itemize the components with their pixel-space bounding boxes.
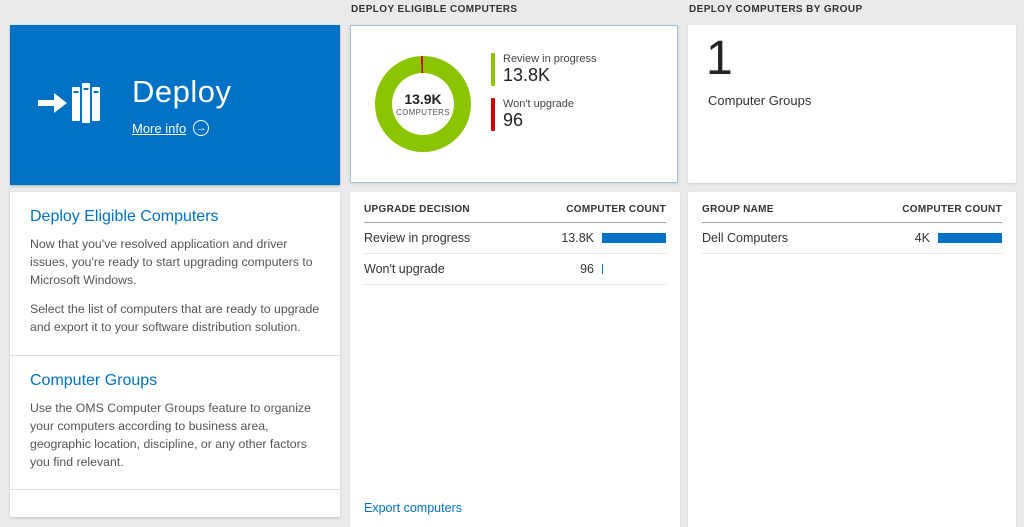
column-header-computer-count: COMPUTER COUNT — [902, 204, 1002, 215]
table-header-row: GROUP NAME COMPUTER COUNT — [702, 192, 1002, 223]
section-computer-groups: Computer Groups Use the OMS Computer Gro… — [10, 356, 340, 491]
computer-groups-label: Computer Groups — [708, 93, 812, 108]
groups-table: GROUP NAME COMPUTER COUNT Dell Computers… — [688, 192, 1016, 254]
column-header-group-name: GROUP NAME — [702, 204, 774, 215]
count-bar-track — [602, 264, 666, 274]
section-paragraph: Now that you've resolved application and… — [30, 237, 313, 287]
upgrade-decision-panel: UPGRADE DECISION COMPUTER COUNT Review i… — [350, 192, 680, 527]
legend-label: Won't upgrade — [503, 98, 575, 110]
count-bar-track — [938, 233, 1002, 243]
legend-value: 13.8K — [503, 65, 551, 85]
row-value: 4K — [914, 231, 930, 245]
more-info-label: More info — [132, 120, 187, 136]
table-row[interactable]: Dell Computers 4K — [702, 223, 1002, 254]
donut-center-value: 13.9K — [404, 91, 442, 107]
legend-color-tick — [491, 53, 495, 86]
table-header-row: UPGRADE DECISION COMPUTER COUNT — [364, 192, 666, 223]
table-row[interactable]: Won't upgrade 96 — [364, 254, 666, 285]
section-paragraph: Use the OMS Computer Groups feature to o… — [30, 401, 311, 469]
computer-groups-card[interactable]: 1 Computer Groups — [688, 25, 1016, 183]
tile-title: Deploy — [132, 74, 232, 109]
legend-item-review-in-progress: Review in progress 13.8K — [491, 53, 597, 86]
donut-legend: Review in progress 13.8K Won't upgrade 9… — [491, 53, 597, 131]
section-deploy-eligible-computers: Deploy Eligible Computers Now that you'v… — [10, 192, 340, 357]
export-computers-link[interactable]: Export computers — [364, 501, 462, 515]
count-bar-track — [602, 233, 666, 243]
deploy-books-arrow-icon — [36, 79, 106, 132]
row-value: 96 — [580, 262, 594, 276]
row-label: Review in progress — [364, 231, 471, 245]
column-header-upgrade-decision: UPGRADE DECISION — [364, 204, 470, 215]
row-label: Won't upgrade — [364, 262, 445, 276]
row-value: 13.8K — [561, 231, 594, 245]
more-info-link[interactable]: More info → — [132, 120, 232, 136]
arrow-right-circle-icon: → — [193, 120, 210, 136]
computer-groups-count: 1 — [706, 32, 733, 85]
eligible-computers-card[interactable]: 13.9K COMPUTERS Review in progress 13.8K… — [350, 25, 678, 183]
upgrade-decision-table: UPGRADE DECISION COMPUTER COUNT Review i… — [350, 192, 680, 285]
count-bar — [602, 264, 604, 274]
legend-color-tick — [491, 98, 495, 131]
right-column-header: DEPLOY COMPUTERS BY GROUP — [689, 4, 863, 15]
legend-text: Won't upgrade 96 — [503, 98, 574, 131]
section-heading: Deploy Eligible Computers — [30, 208, 219, 225]
donut-center-label: COMPUTERS — [396, 108, 450, 117]
legend-label: Review in progress — [503, 53, 597, 65]
legend-item-wont-upgrade: Won't upgrade 96 — [491, 98, 597, 131]
table-row[interactable]: Review in progress 13.8K — [364, 223, 666, 254]
description-panel: Deploy Eligible Computers Now that you'v… — [10, 192, 340, 517]
middle-column-header: DEPLOY ELIGIBLE COMPUTERS — [351, 4, 518, 15]
donut-chart: 13.9K COMPUTERS — [375, 56, 471, 152]
count-bar — [938, 233, 1002, 243]
donut-center: 13.9K COMPUTERS — [392, 73, 454, 135]
section-heading: Computer Groups — [30, 372, 158, 390]
tile-text: Deploy More info → — [132, 74, 232, 136]
legend-text: Review in progress 13.8K — [503, 53, 597, 86]
row-label: Dell Computers — [702, 231, 789, 245]
legend-value: 96 — [503, 110, 524, 130]
column-header-computer-count: COMPUTER COUNT — [566, 204, 666, 215]
groups-panel: GROUP NAME COMPUTER COUNT Dell Computers… — [688, 192, 1016, 527]
count-bar — [602, 233, 666, 243]
deploy-tile[interactable]: Deploy More info → — [10, 25, 340, 185]
section-paragraph: Select the list of computers that are re… — [30, 302, 320, 335]
